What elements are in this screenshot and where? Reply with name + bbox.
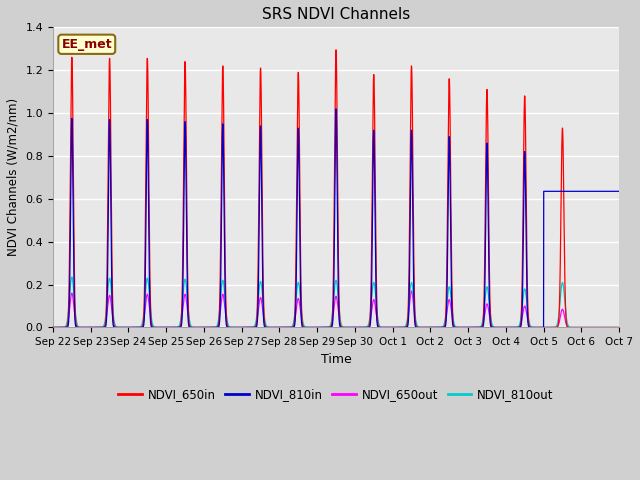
Title: SRS NDVI Channels: SRS NDVI Channels: [262, 7, 410, 22]
Legend: NDVI_650in, NDVI_810in, NDVI_650out, NDVI_810out: NDVI_650in, NDVI_810in, NDVI_650out, NDV…: [113, 383, 559, 406]
X-axis label: Time: Time: [321, 353, 351, 366]
Text: EE_met: EE_met: [61, 38, 112, 51]
Y-axis label: NDVI Channels (W/m2/nm): NDVI Channels (W/m2/nm): [7, 98, 20, 256]
